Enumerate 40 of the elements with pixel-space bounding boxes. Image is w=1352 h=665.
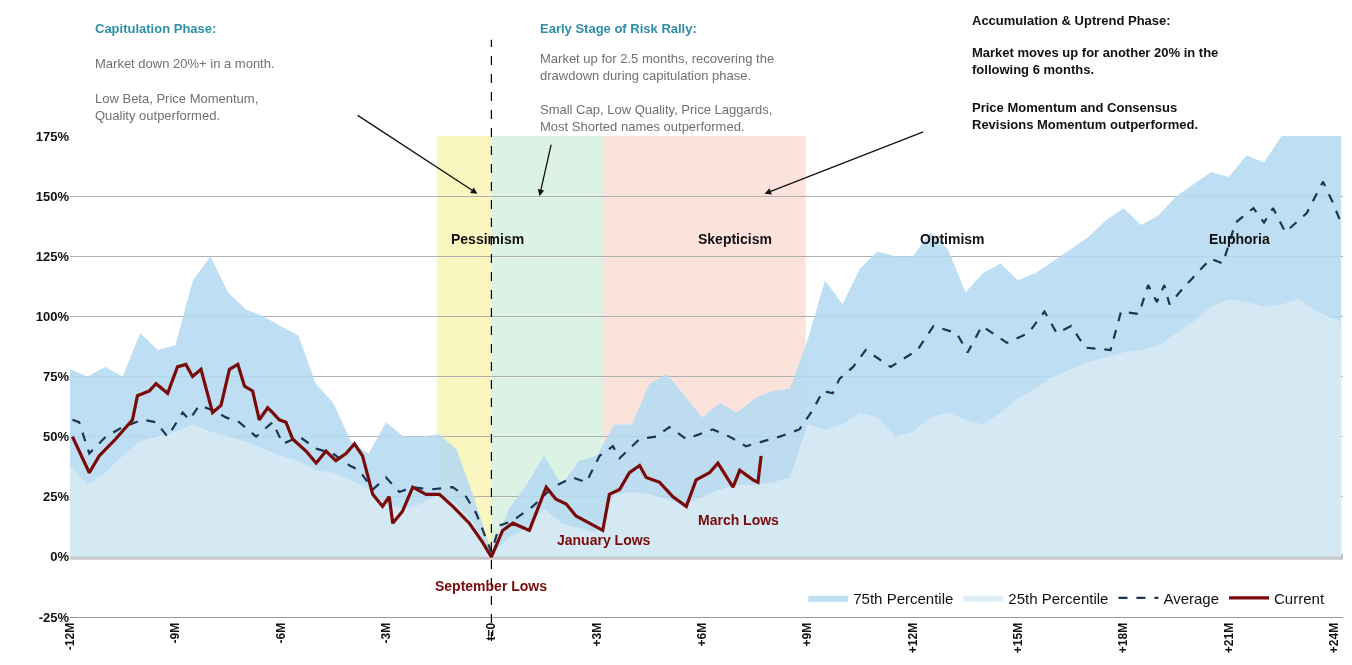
x-tick-label: +3M [589,622,604,647]
legend-label: Average [1163,589,1220,607]
text: Low Beta, Price Momentum, Quality outperformed. [95,91,259,123]
y-tick-label: 0% [50,549,70,565]
y-tick-label: 150% [35,188,70,204]
y-tick-label: 25% [42,489,70,505]
y-tick-label: 175% [35,128,70,144]
annotation: Skepticism [698,231,772,247]
y-tick-label: 50% [42,429,70,445]
x-tick-label: +6M [695,622,710,647]
x-tick-label: +24M [1327,622,1342,654]
y-tick-label: 75% [42,369,70,385]
text: Price Momentum and Consensus Revisions Momentum outperformed. [972,100,1199,132]
x-tick-label: +12M [905,622,920,654]
x-tick-label: -6M [273,622,288,644]
text: Market moves up for another 20% in the following 6 months. [972,45,1219,77]
x-tick-label: -12M [62,622,77,651]
y-tick-label: 125% [35,248,70,264]
x-tick-label: -9M [168,622,183,644]
text: Capitulation Phase: [95,21,217,36]
x-tick-label: +18M [1116,622,1131,654]
annotation: March Lows [698,512,780,528]
y-tick-label: 100% [35,308,70,324]
legend-label: 25th Percentile [1008,589,1109,607]
text: Market down 20%+ in a month. [95,56,275,71]
annotation: Euphoria [1209,231,1270,247]
text: Market up for 2.5 months, recovering the drawdown during capitulation phase. [540,51,775,83]
x-tick-label: t=0 [484,622,499,641]
annotation: Optimism [920,231,985,247]
annotation: September Lows [435,578,548,594]
legend-label: 75th Percentile [853,589,954,607]
x-tick-label: +15M [1011,622,1026,654]
text: Early Stage of Risk Rally: [540,21,697,36]
x-tick-label: -3M [378,622,393,644]
text: Small Cap, Low Quality, Price Laggards, Most Shorted names outperformed. [540,102,773,134]
x-tick-label: +21M [1221,622,1236,654]
x-tick-label: +9M [800,622,815,647]
legend-label: Current [1274,589,1325,607]
text: Accumulation & Uptrend Phase: [972,13,1171,28]
annotation: January Lows [557,532,651,548]
